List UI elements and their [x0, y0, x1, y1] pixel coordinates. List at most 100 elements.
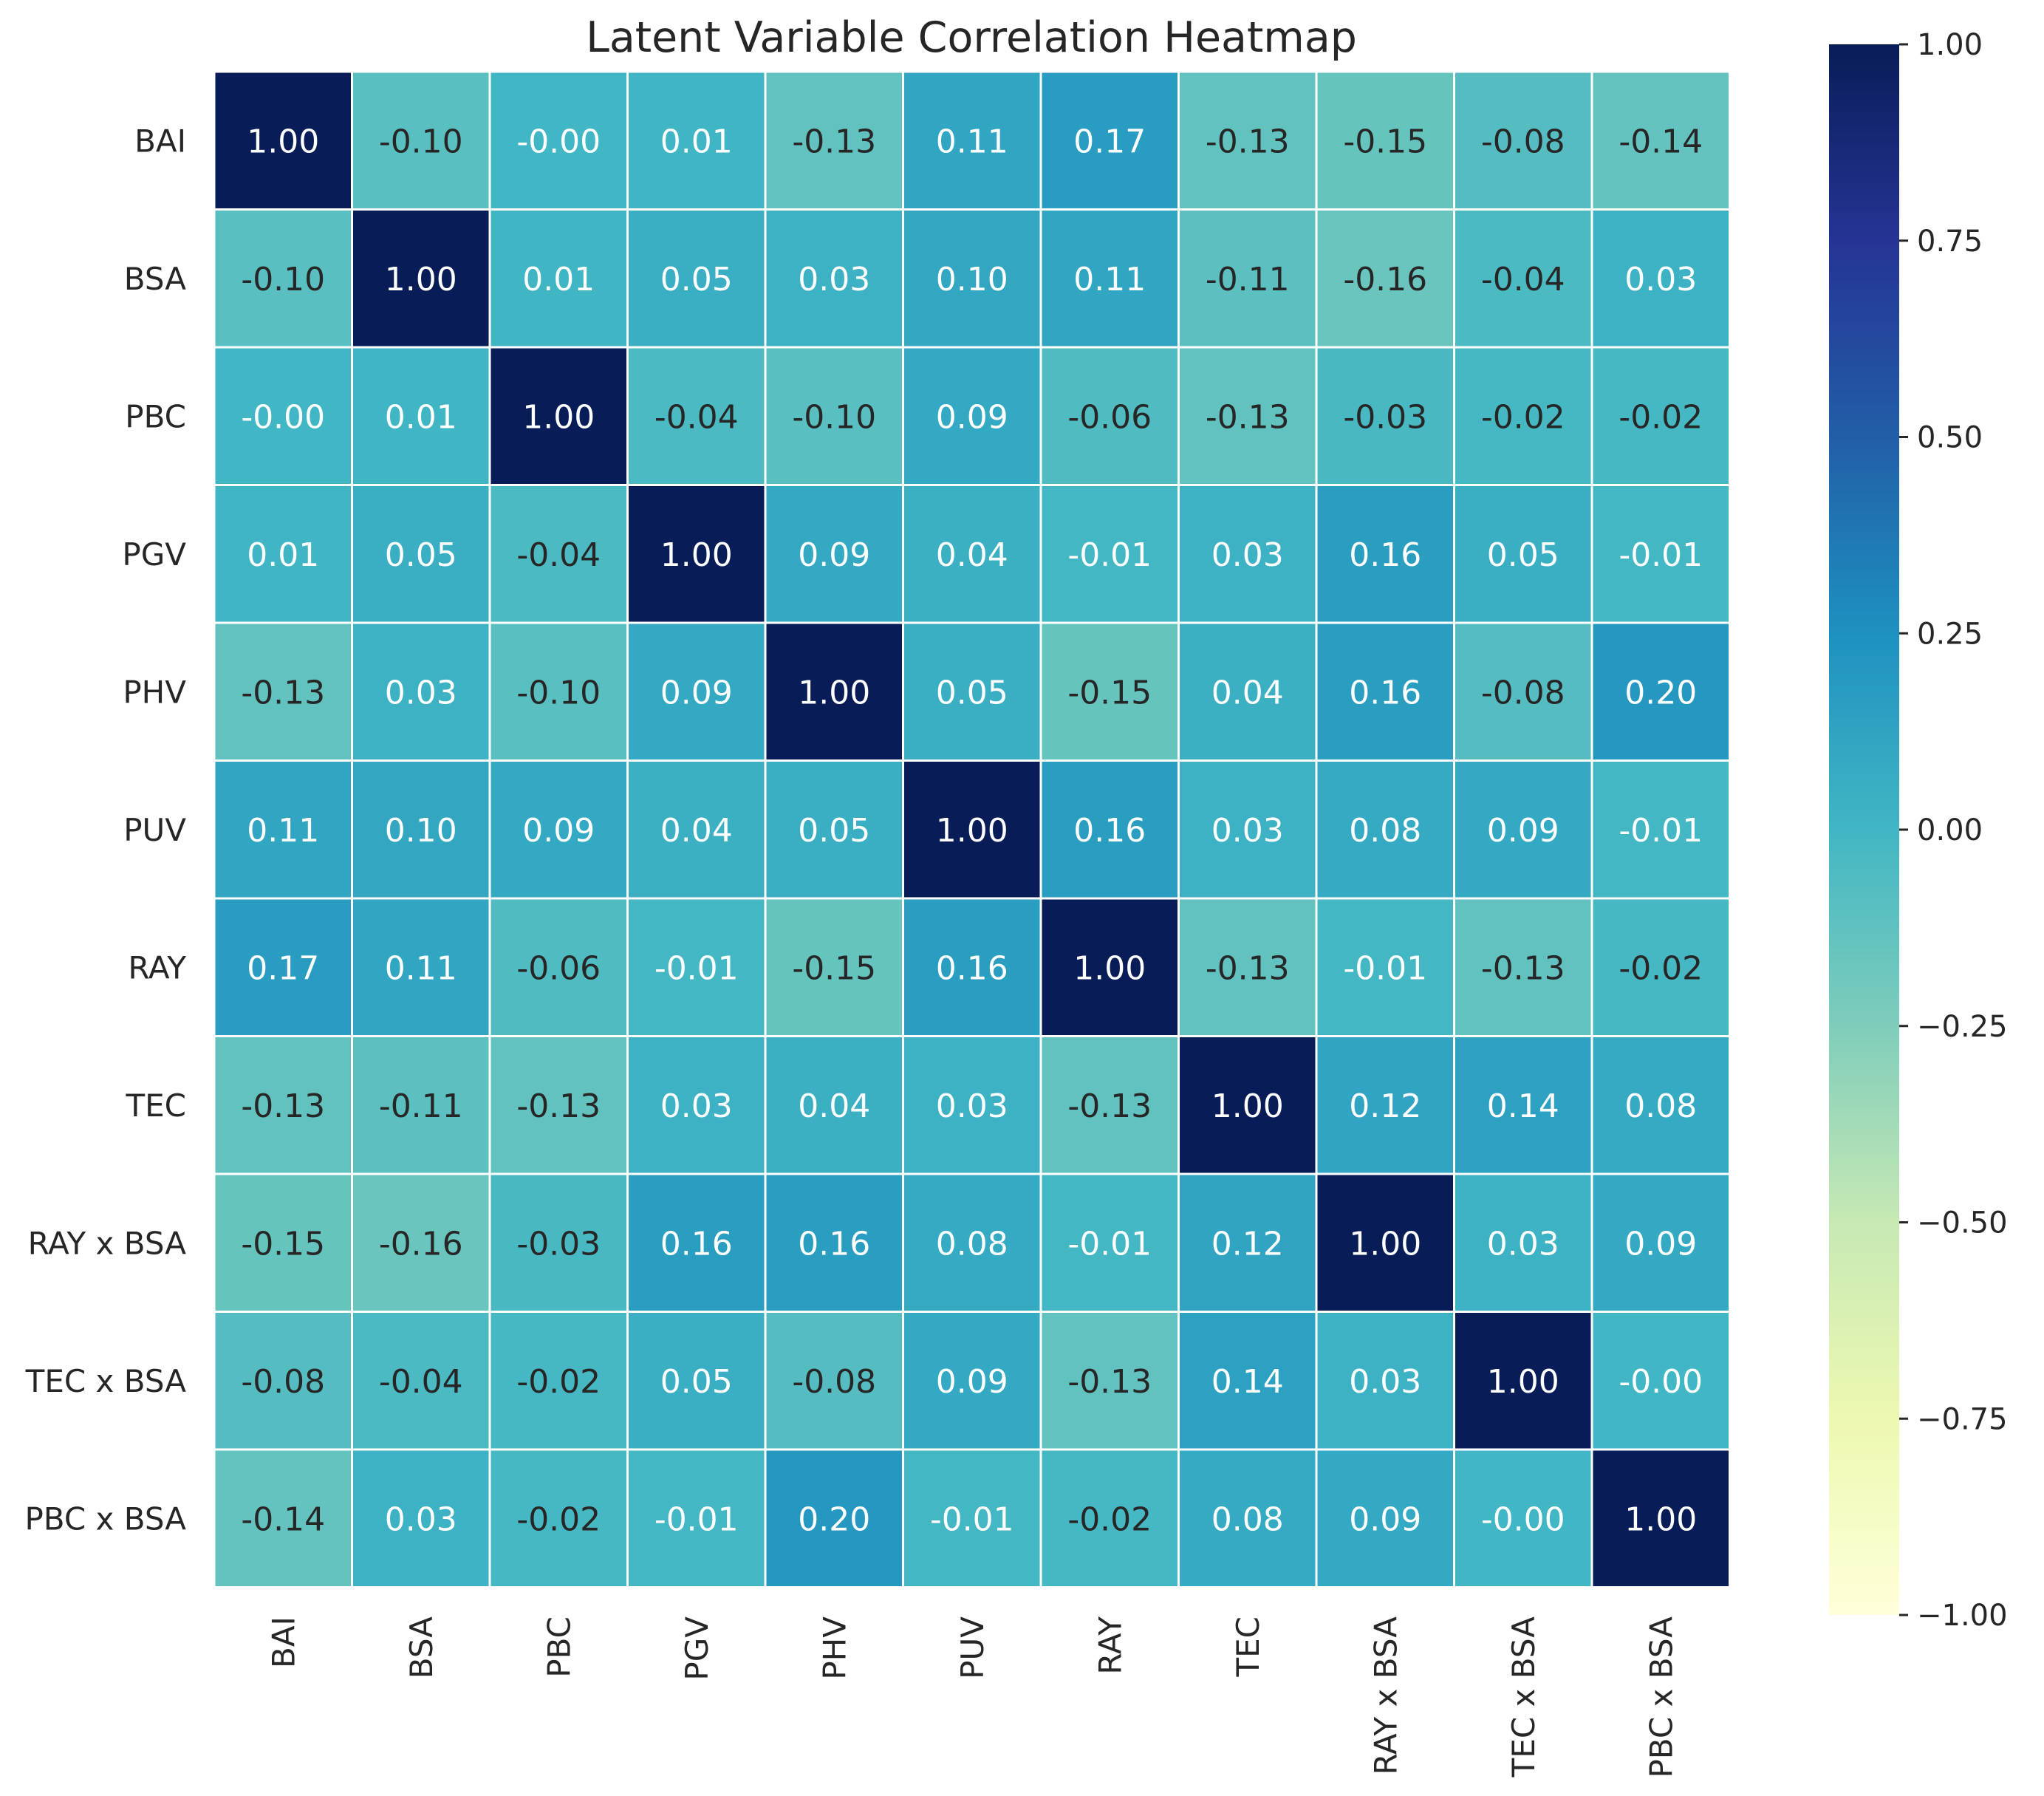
heatmap-cell: [1453, 208, 1593, 349]
cell-value-label: -0.10: [516, 674, 601, 711]
heatmap-cell: [1039, 897, 1180, 1037]
cell-value-label: -0.03: [1343, 398, 1427, 436]
cell-value-label: 0.16: [798, 1225, 870, 1263]
cell-value-label: 0.03: [1487, 1225, 1559, 1263]
heatmap-cell: [1590, 1311, 1731, 1451]
cell-value-label: 0.11: [936, 123, 1008, 160]
heatmap-cell: [902, 208, 1042, 349]
cell-value-label: -0.15: [1067, 674, 1152, 711]
cell-value-label: -0.08: [792, 1363, 876, 1401]
heatmap-cell: [351, 621, 491, 762]
heatmap-cell: [351, 1035, 491, 1175]
heatmap-cell: [902, 1172, 1042, 1313]
heatmap-cell: [764, 208, 904, 349]
cell-value-label: 0.20: [1624, 674, 1697, 711]
heatmap-cell: [764, 1448, 904, 1588]
cell-value-label: 0.05: [798, 812, 870, 850]
heatmap-cell: [902, 759, 1042, 900]
heatmap-cell: [213, 759, 353, 900]
row-tick-label: RAY: [128, 949, 186, 986]
cell-value-label: -0.13: [1481, 949, 1565, 987]
cell-value-label: 1.00: [1487, 1363, 1559, 1401]
cell-value-label: 0.03: [1349, 1363, 1421, 1401]
cell-value-label: -0.13: [241, 674, 325, 711]
heatmap-cell: [213, 70, 353, 211]
heatmap-cell: [1177, 1035, 1318, 1175]
heatmap-cell: [1177, 70, 1318, 211]
cell-value-label: -0.03: [516, 1225, 601, 1263]
row-tick-label: PBC: [125, 398, 186, 434]
column-tick-label: TEC x BSA: [1505, 1616, 1542, 1778]
column-tick-label: PUV: [954, 1616, 991, 1679]
cell-value-label: -0.04: [379, 1363, 463, 1401]
heatmap-cell: [1590, 1172, 1731, 1313]
cell-value-label: 0.03: [1624, 261, 1697, 298]
cell-value-label: 0.09: [1624, 1225, 1697, 1263]
cell-value-label: -0.02: [1067, 1500, 1152, 1538]
heatmap-cell: [626, 1311, 767, 1451]
cell-value-label: 1.00: [385, 261, 457, 298]
row-tick-label: BSA: [124, 261, 187, 297]
row-tick-label: TEC x BSA: [25, 1363, 187, 1399]
heatmap-cell: [1177, 1172, 1318, 1313]
cell-value-label: 0.16: [1349, 674, 1421, 711]
row-labels: BAI BSA PBC PGV PHV PUV RAY TEC RAY x BSA TEC x B…: [24, 123, 186, 1537]
heatmap-cell: [1453, 1172, 1593, 1313]
cell-value-label: -0.15: [241, 1225, 325, 1263]
colorbar-tick-label: −1.00: [1917, 1599, 2008, 1633]
cell-value-label: 0.01: [522, 261, 595, 298]
colorbar-tick-label: −0.75: [1917, 1402, 2008, 1436]
column-tick-label: RAY: [1092, 1616, 1128, 1675]
row-tick-label: PBC x BSA: [24, 1500, 186, 1537]
cell-value-label: 0.04: [936, 536, 1008, 574]
row-tick-label: PGV: [122, 536, 186, 573]
heatmap-cell: [213, 621, 353, 762]
heatmap-cell: [1590, 1035, 1731, 1175]
column-tick-label: BAI: [265, 1616, 301, 1668]
heatmap-cell: [626, 484, 767, 624]
cell-value-label: -0.14: [241, 1500, 325, 1538]
column-tick-label: PHV: [816, 1616, 852, 1680]
cell-value-label: 0.08: [1349, 812, 1421, 850]
heatmap-cell: [213, 346, 353, 486]
cell-value-label: 0.11: [1073, 261, 1146, 298]
heatmap-cell: [1453, 484, 1593, 624]
heatmap-cell: [1315, 759, 1455, 900]
cell-value-label: -0.02: [1481, 398, 1565, 436]
heatmap-cell: [1453, 70, 1593, 211]
heatmap-cell: [626, 1035, 767, 1175]
colorbar-tick-label: 0.75: [1917, 225, 1983, 259]
cell-value-label: -0.13: [1206, 949, 1290, 987]
heatmap-cell: [1453, 1448, 1593, 1588]
cell-value-label: 0.09: [522, 812, 595, 850]
cell-value-label: -0.13: [1206, 398, 1290, 436]
cell-value-label: -0.04: [1481, 261, 1565, 298]
cell-value-label: -0.02: [516, 1363, 601, 1401]
heatmap-cell: [764, 621, 904, 762]
cell-value-label: -0.01: [1067, 1225, 1152, 1263]
heatmap-cell: [1177, 208, 1318, 349]
heatmap-cell: [626, 70, 767, 211]
heatmap-cell: [902, 1311, 1042, 1451]
heatmap-cell: [488, 484, 629, 624]
cell-value-label: 0.14: [1487, 1087, 1559, 1125]
heatmap-cell: [488, 208, 629, 349]
heatmap-cell: [1039, 484, 1180, 624]
cell-value-label: 0.09: [936, 1363, 1008, 1401]
cell-value-label: -0.01: [654, 949, 739, 987]
colorbar-tick-label: −0.50: [1917, 1206, 2008, 1240]
cell-value-label: 0.05: [385, 536, 457, 574]
row-tick-label: PHV: [123, 674, 186, 710]
cell-value-label: 0.17: [1073, 123, 1146, 160]
heatmap-cell: [1039, 208, 1180, 349]
cell-value-label: 1.00: [522, 398, 595, 436]
cell-value-label: 0.09: [1487, 812, 1559, 850]
cell-value-label: 1.00: [936, 812, 1008, 850]
column-tick-label: PBC x BSA: [1643, 1616, 1679, 1778]
cell-value-label: 0.03: [660, 1087, 733, 1125]
cell-value-label: 0.11: [247, 812, 319, 850]
cell-value-label: -0.00: [1481, 1500, 1565, 1538]
cell-value-label: -0.01: [1343, 949, 1427, 987]
cell-value-label: -0.08: [1481, 123, 1565, 160]
